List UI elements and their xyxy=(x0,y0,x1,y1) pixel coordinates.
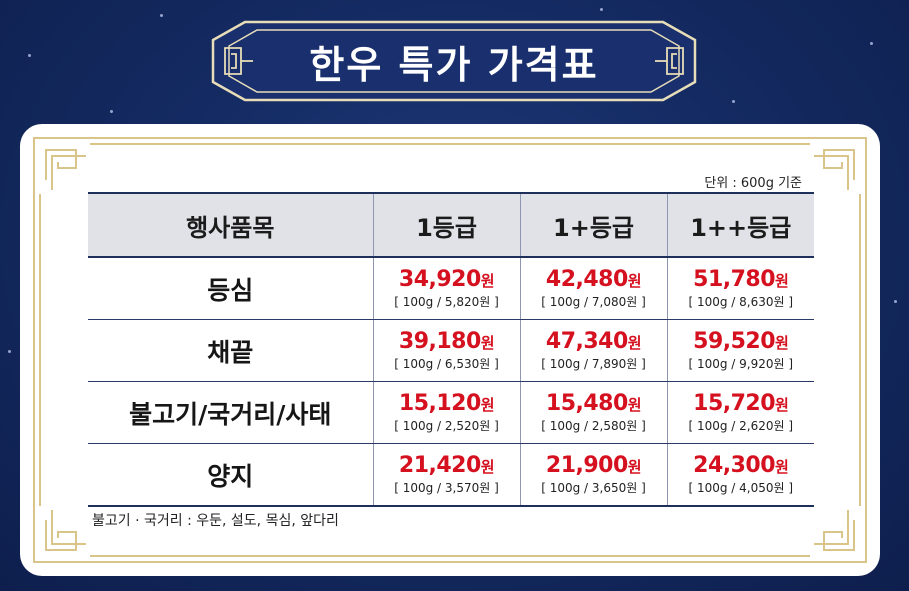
star xyxy=(8,350,11,353)
table-row: 양지 21,420원 [ 100g / 3,570원 ] 21,900원 [ 1… xyxy=(88,443,814,507)
col-header-grade-1plus: 1+등급 xyxy=(519,192,667,258)
star xyxy=(894,300,897,303)
currency-suffix: 원 xyxy=(627,458,642,476)
price-cell: 24,300원 [ 100g / 4,050원 ] xyxy=(666,443,814,507)
table-row: 채끝 39,180원 [ 100g / 6,530원 ] 47,340원 [ 1… xyxy=(88,319,814,382)
price-value: 42,480 xyxy=(545,267,628,292)
price-table: 행사품목 1등급 1+등급 1++등급 등심 34,920원 [ 100g / … xyxy=(88,192,814,507)
price-per-100g: [ 100g / 2,580원 ] xyxy=(541,419,646,433)
item-cell: 채끝 xyxy=(88,319,373,382)
currency-suffix: 원 xyxy=(627,334,642,352)
title-plate: 한우 특가 가격표 xyxy=(205,18,703,104)
price-cell: 15,720원 [ 100g / 2,620원 ] xyxy=(666,381,814,444)
price-per-100g: [ 100g / 4,050원 ] xyxy=(688,481,794,495)
col-header-grade-1: 1등급 xyxy=(372,192,520,258)
price-cell: 15,120원 [ 100g / 2,520원 ] xyxy=(372,381,520,444)
price-cell: 15,480원 [ 100g / 2,580원 ] xyxy=(519,381,667,444)
currency-suffix: 원 xyxy=(775,458,789,476)
item-cell: 불고기/국거리/사태 xyxy=(88,381,373,444)
unit-note: 단위 : 600g 기준 xyxy=(704,176,802,191)
star xyxy=(732,100,735,103)
price-per-100g: [ 100g / 2,520원 ] xyxy=(394,419,499,433)
price-value: 51,780 xyxy=(693,267,776,292)
price-cell: 34,920원 [ 100g / 5,820원 ] xyxy=(372,257,520,320)
page-title: 한우 특가 가격표 xyxy=(309,42,599,87)
price-value: 15,720 xyxy=(693,391,776,416)
item-name: 불고기/국거리/사태 xyxy=(129,399,332,429)
price-value: 21,420 xyxy=(398,453,481,478)
currency-suffix: 원 xyxy=(775,396,789,414)
price-per-100g: [ 100g / 7,890원 ] xyxy=(541,357,646,371)
price-per-100g: [ 100g / 3,650원 ] xyxy=(541,481,646,495)
item-cell: 등심 xyxy=(88,257,373,320)
price-per-100g: [ 100g / 5,820원 ] xyxy=(394,295,499,309)
table-header-row: 행사품목 1등급 1+등급 1++등급 xyxy=(88,192,814,258)
price-value: 39,180 xyxy=(398,329,481,354)
currency-suffix: 원 xyxy=(480,334,495,352)
price-per-100g: [ 100g / 6,530원 ] xyxy=(394,357,499,371)
title-plate-frame xyxy=(211,20,697,102)
price-card: 단위 : 600g 기준 행사품목 1등급 1+등급 1++등급 등심 34,9… xyxy=(20,124,880,576)
price-cell: 42,480원 [ 100g / 7,080원 ] xyxy=(519,257,667,320)
currency-suffix: 원 xyxy=(627,272,642,290)
price-value: 21,900 xyxy=(545,453,628,478)
col-header-grade-1plusplus: 1++등급 xyxy=(666,192,814,258)
price-value: 15,480 xyxy=(545,391,628,416)
footnote: 불고기 · 국거리 : 우둔, 설도, 목심, 앞다리 xyxy=(92,513,339,529)
star xyxy=(110,110,113,113)
price-cell: 47,340원 [ 100g / 7,890원 ] xyxy=(519,319,667,382)
price-per-100g: [ 100g / 7,080원 ] xyxy=(541,295,646,309)
price-cell: 21,900원 [ 100g / 3,650원 ] xyxy=(519,443,667,507)
price-per-100g: [ 100g / 3,570원 ] xyxy=(394,481,499,495)
item-name: 등심 xyxy=(207,275,254,305)
card-gold-frame xyxy=(33,137,867,563)
currency-suffix: 원 xyxy=(627,396,642,414)
star xyxy=(600,8,603,11)
price-value: 47,340 xyxy=(545,329,628,354)
price-value: 24,300 xyxy=(693,453,776,478)
currency-suffix: 원 xyxy=(775,334,789,352)
price-value: 34,920 xyxy=(398,267,481,292)
price-per-100g: [ 100g / 9,920원 ] xyxy=(688,357,794,371)
item-name: 채끝 xyxy=(207,337,254,367)
currency-suffix: 원 xyxy=(775,272,789,290)
star xyxy=(160,14,163,17)
star xyxy=(870,42,873,45)
price-cell: 39,180원 [ 100g / 6,530원 ] xyxy=(372,319,520,382)
item-cell: 양지 xyxy=(88,443,373,507)
price-cell: 51,780원 [ 100g / 8,630원 ] xyxy=(666,257,814,320)
price-value: 15,120 xyxy=(398,391,481,416)
currency-suffix: 원 xyxy=(480,458,495,476)
price-cell: 59,520원 [ 100g / 9,920원 ] xyxy=(666,319,814,382)
price-cell: 21,420원 [ 100g / 3,570원 ] xyxy=(372,443,520,507)
table-row: 불고기/국거리/사태 15,120원 [ 100g / 2,520원 ] 15,… xyxy=(88,381,814,444)
currency-suffix: 원 xyxy=(480,396,495,414)
col-header-item: 행사품목 xyxy=(88,192,373,258)
currency-suffix: 원 xyxy=(480,272,495,290)
item-name: 양지 xyxy=(207,461,254,491)
price-per-100g: [ 100g / 8,630원 ] xyxy=(688,295,794,309)
price-per-100g: [ 100g / 2,620원 ] xyxy=(688,419,794,433)
star xyxy=(28,54,31,57)
price-value: 59,520 xyxy=(693,329,776,354)
table-row: 등심 34,920원 [ 100g / 5,820원 ] 42,480원 [ 1… xyxy=(88,257,814,320)
